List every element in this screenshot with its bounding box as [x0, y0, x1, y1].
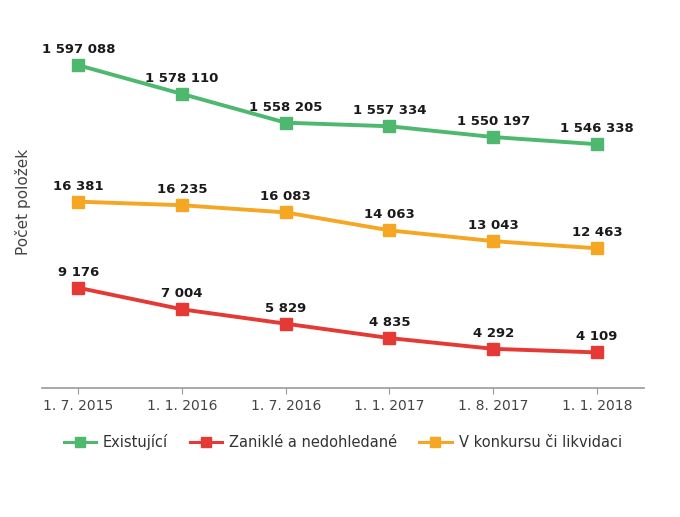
Zaniklé a nedohledané: [282, 321, 290, 327]
Text: 16 381: 16 381: [53, 180, 104, 193]
Text: 1 578 110: 1 578 110: [146, 72, 219, 85]
Text: 1 557 334: 1 557 334: [353, 104, 426, 117]
Legend: Existující, Zaniklé a nedohledané, V konkursu či likvidaci: Existující, Zaniklé a nedohledané, V kon…: [58, 428, 628, 455]
Line: Zaniklé a nedohledané: Zaniklé a nedohledané: [73, 282, 602, 358]
Text: 9 176: 9 176: [58, 266, 99, 279]
Text: 16 083: 16 083: [260, 190, 311, 204]
V konkursu či likvidaci: [489, 238, 497, 244]
Existující: [386, 123, 394, 129]
Line: V konkursu či likvidaci: V konkursu či likvidaci: [73, 196, 602, 254]
Text: 4 109: 4 109: [576, 330, 617, 343]
Zaniklé a nedohledané: [74, 285, 82, 291]
Text: 13 043: 13 043: [468, 219, 519, 232]
Text: 16 235: 16 235: [157, 183, 207, 196]
Text: 4 292: 4 292: [473, 327, 514, 340]
Text: 1 558 205: 1 558 205: [249, 101, 322, 114]
Text: 7 004: 7 004: [161, 287, 203, 300]
Y-axis label: Počet položek: Počet položek: [15, 148, 31, 255]
Line: Existující: Existující: [73, 59, 602, 150]
Zaniklé a nedohledané: [178, 306, 186, 312]
V konkursu či likvidaci: [282, 209, 290, 216]
Text: 1 550 197: 1 550 197: [456, 115, 530, 128]
Text: 1 546 338: 1 546 338: [560, 122, 634, 135]
Existující: [282, 119, 290, 126]
Existující: [489, 134, 497, 140]
Text: 4 835: 4 835: [369, 316, 410, 329]
Existující: [74, 62, 82, 68]
Zaniklé a nedohledané: [593, 349, 601, 356]
Zaniklé a nedohledané: [489, 346, 497, 352]
Existující: [593, 141, 601, 147]
Text: 1 597 088: 1 597 088: [41, 43, 115, 56]
Text: 12 463: 12 463: [572, 226, 622, 239]
V konkursu či likvidaci: [386, 227, 394, 234]
V konkursu či likvidaci: [593, 245, 601, 251]
V konkursu či likvidaci: [74, 199, 82, 205]
Zaniklé a nedohledané: [386, 335, 394, 341]
Existující: [178, 91, 186, 97]
Text: 5 829: 5 829: [265, 302, 307, 315]
V konkursu či likvidaci: [178, 202, 186, 208]
Text: 14 063: 14 063: [364, 208, 415, 221]
